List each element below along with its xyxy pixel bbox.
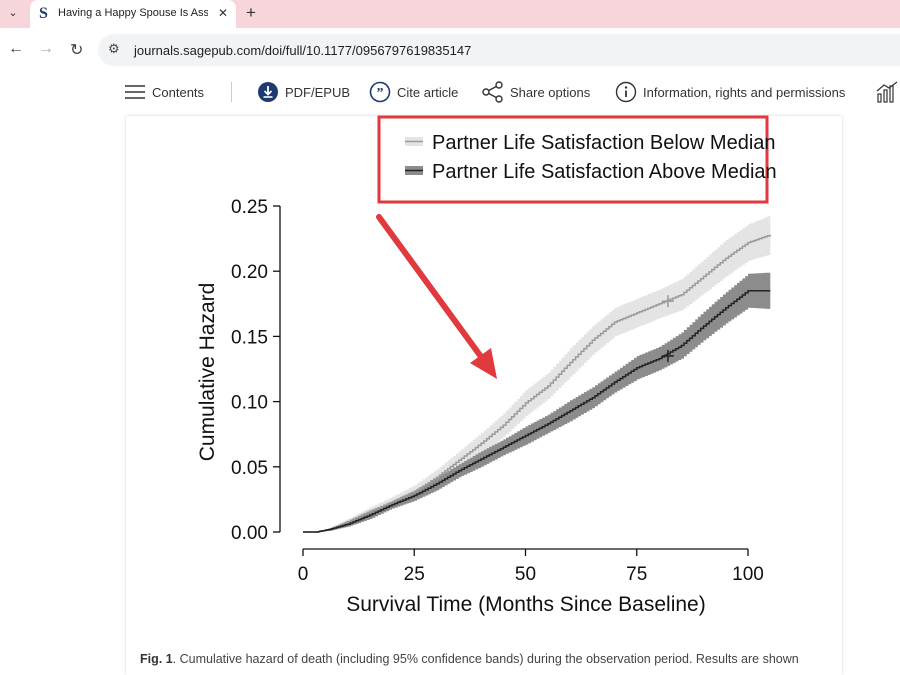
tab-title: Having a Happy Spouse Is Asso <box>58 7 208 19</box>
y-tick-label-3: 0.15 <box>231 327 268 348</box>
bar-chart-icon <box>876 81 898 103</box>
article-toolbar: Contents PDF/EPUB ” Cite article Share o… <box>0 72 900 113</box>
omnibox[interactable]: ⚙ journals.sagepub.com/doi/full/10.1177/… <box>98 34 900 66</box>
red-annotation-arrow <box>376 214 497 379</box>
x-tick-label-4: 100 <box>732 564 764 585</box>
download-icon <box>257 81 279 103</box>
close-tab-icon[interactable]: ✕ <box>218 6 229 20</box>
forward-arrow-icon[interactable]: → <box>38 40 54 57</box>
toolbar-info-label: Information, rights and permissions <box>643 84 846 100</box>
new-tab-plus-icon[interactable]: + <box>246 3 256 22</box>
toolbar-information[interactable]: Information, rights and permissions <box>615 81 845 103</box>
toolbar-share-label: Share options <box>510 84 591 100</box>
y-tick-label-1: 0.05 <box>231 458 268 479</box>
url-text[interactable]: journals.sagepub.com/doi/full/10.1177/09… <box>134 43 472 58</box>
x-tick-label-0: 0 <box>298 564 309 585</box>
svg-text:”: ” <box>377 86 384 101</box>
x-tick-label-1: 25 <box>404 564 425 585</box>
y-tick-label-0: 0.00 <box>231 523 268 544</box>
legend-label-above-median: Partner Life Satisfaction Above Median <box>432 161 777 183</box>
hazard-line-below-median <box>303 234 772 533</box>
toolbar-share-options[interactable]: Share options <box>482 81 590 103</box>
toolbar-contents[interactable]: Contents <box>124 81 204 103</box>
browser-tab-strip: ⌄ S Having a Happy Spouse Is Asso ✕ + <box>0 0 900 28</box>
confidence-band-below-median <box>303 216 771 533</box>
sage-favicon-icon: S <box>39 5 48 22</box>
legend-label-below-median: Partner Life Satisfaction Below Median <box>432 132 776 154</box>
confidence-band-above-median <box>303 272 771 532</box>
reload-icon[interactable]: ↻ <box>70 42 84 59</box>
y-axis-title: Cumulative Hazard <box>196 283 219 462</box>
caption-text: . Cumulative hazard of death (including … <box>172 652 799 666</box>
figure-caption: Fig. 1. Cumulative hazard of death (incl… <box>140 652 830 666</box>
chart-legend: Partner Life Satisfaction Below Median P… <box>377 115 777 204</box>
x-tick-label-2: 50 <box>515 564 536 585</box>
quote-icon: ” <box>369 81 391 103</box>
legend-highlight-box <box>377 115 769 204</box>
list-icon <box>124 81 146 103</box>
info-icon <box>615 81 637 103</box>
x-tick-label-3: 75 <box>626 564 647 585</box>
site-settings-icon[interactable]: ⚙ <box>108 41 120 56</box>
toolbar-pdf-epub[interactable]: PDF/EPUB <box>257 81 350 103</box>
hazard-line-above-median <box>303 290 771 533</box>
x-axis-title: Survival Time (Months Since Baseline) <box>346 593 705 616</box>
toolbar-divider <box>231 82 232 102</box>
y-tick-label-5: 0.25 <box>231 197 268 218</box>
figure-card <box>126 116 842 675</box>
address-bar-row: ← → ↻ ⚙ journals.sagepub.com/doi/full/10… <box>0 28 900 72</box>
caption-label: Fig. 1 <box>140 652 173 666</box>
y-tick-label-2: 0.10 <box>231 393 268 414</box>
share-icon <box>482 81 504 103</box>
toolbar-contents-label: Contents <box>152 84 205 100</box>
toolbar-cite-article[interactable]: ” Cite article <box>369 81 458 103</box>
back-arrow-icon[interactable]: ← <box>8 40 24 57</box>
toolbar-pdf-label: PDF/EPUB <box>285 84 351 100</box>
toolbar-cite-label: Cite article <box>397 84 459 100</box>
y-tick-label-4: 0.20 <box>231 262 268 283</box>
toolbar-metrics[interactable] <box>876 81 900 103</box>
tab-list-chevron-icon[interactable]: ⌄ <box>8 7 18 19</box>
active-tab[interactable]: S Having a Happy Spouse Is Asso ✕ <box>30 0 236 28</box>
